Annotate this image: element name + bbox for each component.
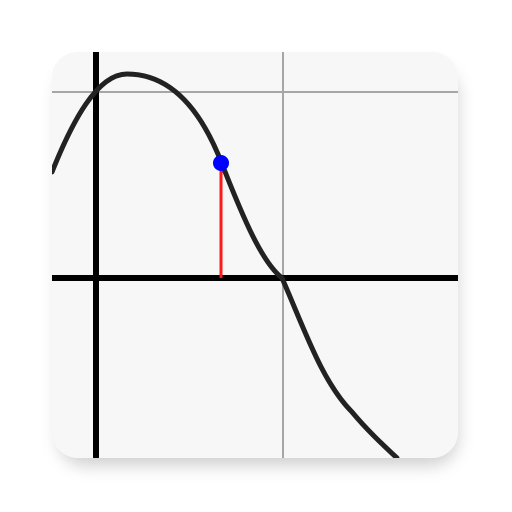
graph-icon (52, 52, 458, 458)
icon-background (52, 52, 458, 458)
sine-curve (52, 71, 400, 458)
curve-point (213, 155, 229, 171)
app-icon[interactable] (52, 52, 458, 458)
